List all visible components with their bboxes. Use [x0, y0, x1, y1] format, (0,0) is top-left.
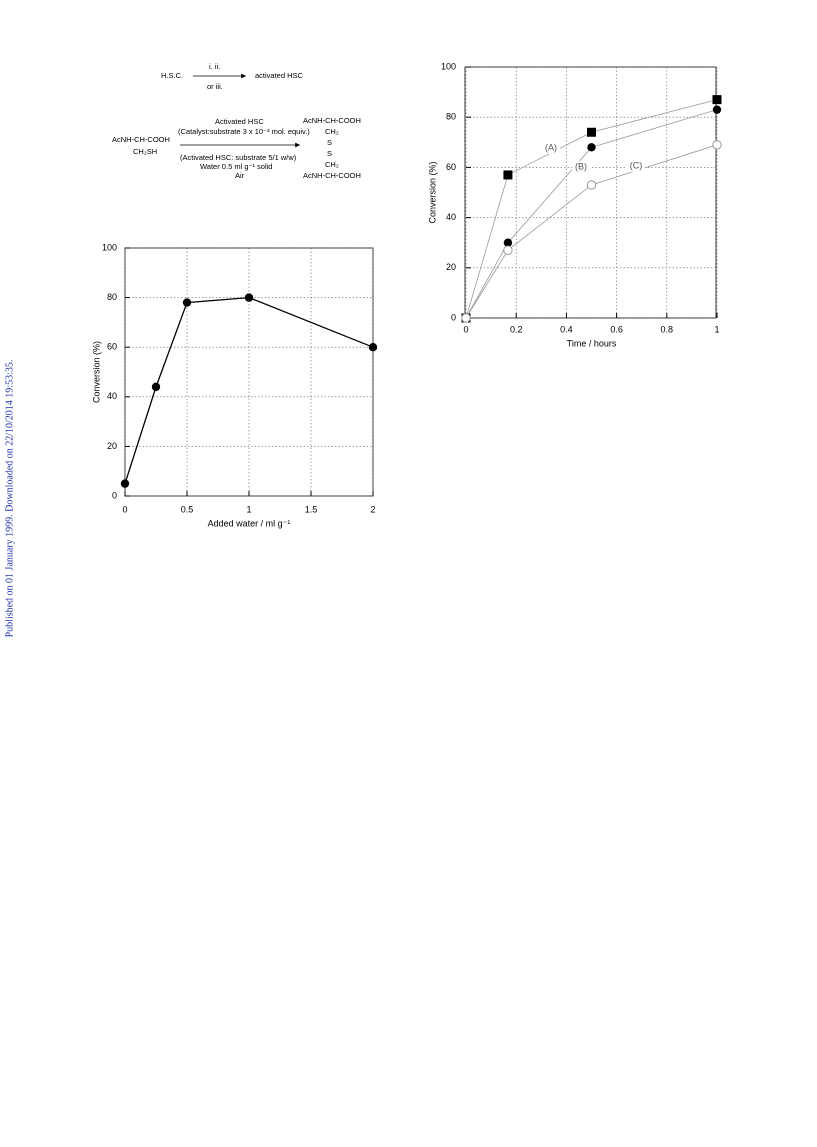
label-bg — [627, 160, 645, 172]
data-point — [712, 95, 722, 105]
data-point — [151, 382, 161, 392]
reagent: H.S.C. — [161, 71, 184, 80]
y-tick-label: 0 — [451, 312, 456, 322]
data-point — [587, 143, 596, 152]
data-point — [461, 313, 471, 323]
data-point — [587, 127, 596, 137]
substrate: AcNH-CH-COOH — [112, 135, 170, 144]
product-line: CH₂ — [325, 127, 339, 136]
y-tick-label: 80 — [107, 292, 117, 302]
product-line: S — [327, 138, 333, 147]
x-tick-label: 0.4 — [560, 324, 573, 334]
arrow-label: Water 0.5 ml g⁻¹ solid — [200, 162, 273, 171]
y-axis-label: Conversion (%) — [91, 341, 101, 403]
line — [465, 109, 718, 319]
data-point — [503, 170, 513, 180]
x-tick-label: 0.8 — [661, 324, 674, 334]
x-tick-label: 1 — [714, 324, 719, 334]
x-tick-label: 0.2 — [510, 324, 523, 334]
arrow-label: (Activated HSC: substrate 5/1 w/w) — [180, 153, 297, 162]
product-line: CH₂ — [325, 160, 339, 169]
data-point — [368, 343, 378, 352]
x-tick-label: 0 — [122, 504, 127, 514]
data-point — [182, 298, 192, 307]
series-label: (A) — [545, 142, 557, 152]
substrate: CH₂SH — [133, 147, 158, 156]
product-line: AcNH-CH-COOH — [303, 116, 361, 125]
y-tick-label: 60 — [107, 342, 117, 352]
conditions: i. ii. — [209, 62, 221, 71]
data-point — [503, 238, 513, 247]
product: activated HSC — [255, 71, 303, 80]
x-tick-label: 1.5 — [305, 504, 318, 514]
x-axis-label: Added water / ml g⁻¹ — [208, 518, 291, 528]
product-line: AcNH-CH-COOH — [303, 171, 361, 180]
y-axis-label: Conversion (%) — [427, 161, 437, 223]
data-point — [120, 479, 130, 488]
x-tick-label: 0.5 — [181, 504, 194, 514]
arrow-label: Air — [235, 171, 245, 180]
data-point — [586, 180, 597, 190]
arrow-label: (Catalyst:substrate 3 x 10⁻³ mol. equiv.… — [178, 127, 310, 136]
y-tick-label: 100 — [441, 61, 456, 71]
product-line: S — [327, 149, 333, 158]
data-point — [503, 245, 513, 255]
y-tick-label: 20 — [446, 262, 456, 272]
series-label: (B) — [575, 161, 587, 171]
y-tick-label: 60 — [446, 162, 456, 172]
x-tick-label: 2 — [370, 504, 375, 514]
label-bg — [542, 142, 560, 154]
x-tick-label: 1 — [246, 504, 251, 514]
data-point — [244, 293, 254, 302]
y-tick-label: 40 — [446, 212, 456, 222]
y-tick-label: 80 — [446, 112, 456, 122]
y-tick-label: 0 — [112, 490, 117, 500]
series-label: (C) — [630, 160, 643, 170]
conditions: or iii. — [207, 82, 223, 91]
label-bg — [572, 161, 590, 173]
data-point — [712, 105, 722, 114]
y-tick-label: 100 — [102, 242, 117, 252]
plot-frame — [464, 66, 717, 319]
y-tick-label: 40 — [107, 391, 117, 401]
arrow-label: Activated HSC — [215, 117, 264, 126]
y-tick-label: 20 — [107, 441, 117, 451]
data-point — [712, 140, 722, 150]
x-tick-label: 0.6 — [610, 324, 623, 334]
x-axis-label: Time / hours — [567, 338, 617, 348]
x-tick-label: 0 — [463, 324, 468, 334]
line — [465, 144, 718, 319]
